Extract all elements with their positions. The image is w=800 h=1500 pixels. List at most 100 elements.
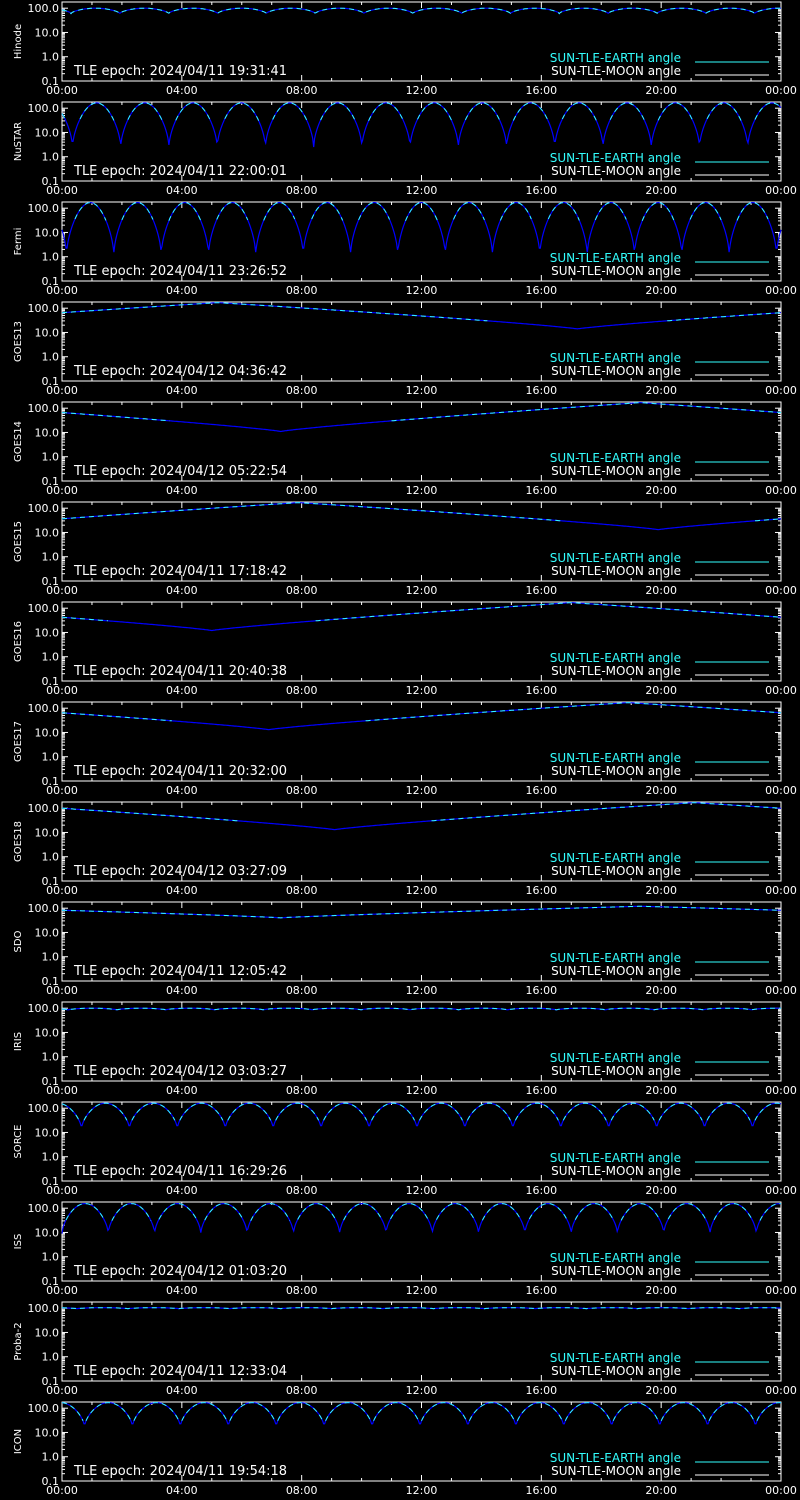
- x-tick-label: 08:00: [286, 584, 318, 597]
- x-tick-label: 16:00: [525, 184, 557, 197]
- panel-goes18: 100.010.01.00.100:00 04:00 08:00 12:00 16:00…: [13, 801, 797, 897]
- x-tick-label: 00:00: [46, 584, 78, 597]
- x-tick-label: 12:00: [406, 784, 438, 797]
- sun-tle-earth-segment: [61, 7, 781, 15]
- x-tick-label: 00:00: [46, 684, 78, 697]
- y-tick-label: 10.0: [35, 1326, 60, 1339]
- x-tick-label: 20:00: [645, 284, 677, 297]
- x-tick-label: 12:00: [406, 184, 438, 197]
- legend-earth-label: SUN-TLE-EARTH angle: [550, 651, 681, 665]
- legend-moon-label: SUN-TLE-MOON angle: [551, 764, 681, 778]
- y-tick-label: 100.0: [28, 202, 60, 215]
- x-tick-label: 20:00: [645, 784, 677, 797]
- x-tick-label: 00:00: [765, 784, 797, 797]
- tle-epoch-label: TLE epoch: 2024/04/11 12:05:42: [73, 964, 287, 979]
- y-tick-label: 10.0: [35, 1226, 60, 1239]
- x-tick-label: 04:00: [166, 984, 198, 997]
- y-tick-label: 100.0: [28, 102, 60, 115]
- x-tick-label: 00:00: [46, 284, 78, 297]
- x-tick-label: 00:00: [765, 984, 797, 997]
- satellite-name: GOES18: [13, 821, 24, 862]
- satellite-name: ICON: [13, 1429, 24, 1454]
- y-tick-label: 1.0: [42, 1151, 60, 1164]
- x-tick-label: 12:00: [406, 584, 438, 597]
- tle-epoch-label: TLE epoch: 2024/04/11 12:33:04: [73, 1364, 287, 1379]
- x-tick-label: 12:00: [406, 284, 438, 297]
- y-tick-label: 100.0: [28, 902, 60, 915]
- satellite-name: SORCE: [13, 1125, 24, 1159]
- legend-earth-label: SUN-TLE-EARTH angle: [550, 251, 681, 265]
- y-tick-label: 10.0: [35, 1126, 60, 1139]
- x-tick-label: 00:00: [46, 1084, 78, 1097]
- panel-goes17: 100.010.01.00.100:00 04:00 08:00 12:00 16:00…: [13, 701, 797, 797]
- tle-epoch-label: TLE epoch: 2024/04/12 03:03:27: [73, 1064, 287, 1079]
- x-tick-label: 20:00: [645, 1184, 677, 1197]
- x-tick-label: 00:00: [765, 1184, 797, 1197]
- y-tick-label: 100.0: [28, 2, 60, 15]
- satellite-name: Fermi: [13, 228, 24, 256]
- x-tick-label: 20:00: [645, 84, 677, 97]
- x-tick-label: 16:00: [525, 1184, 557, 1197]
- x-tick-label: 00:00: [46, 384, 78, 397]
- x-tick-label: 12:00: [406, 484, 438, 497]
- x-tick-label: 08:00: [286, 284, 318, 297]
- tle-epoch-label: TLE epoch: 2024/04/12 03:27:09: [73, 864, 287, 879]
- legend-earth-label: SUN-TLE-EARTH angle: [550, 851, 681, 865]
- sun-tle-earth-segment: [61, 102, 782, 122]
- tle-epoch-label: TLE epoch: 2024/04/11 20:40:38: [73, 664, 287, 679]
- legend-moon-label: SUN-TLE-MOON angle: [551, 1164, 681, 1178]
- y-tick-label: 100.0: [28, 1402, 60, 1415]
- x-tick-label: 04:00: [166, 184, 198, 197]
- x-tick-label: 20:00: [645, 384, 677, 397]
- y-tick-label: 1.0: [42, 1351, 60, 1364]
- x-tick-label: 16:00: [525, 1284, 557, 1297]
- x-tick-label: 00:00: [46, 1384, 78, 1397]
- satellite-name: Proba-2: [13, 1322, 24, 1360]
- satellite-name: IRIS: [13, 1032, 24, 1051]
- legend-earth-label: SUN-TLE-EARTH angle: [550, 1251, 681, 1265]
- legend-moon-label: SUN-TLE-MOON angle: [551, 364, 681, 378]
- x-tick-label: 08:00: [286, 1084, 318, 1097]
- x-tick-label: 08:00: [286, 784, 318, 797]
- x-tick-label: 04:00: [166, 784, 198, 797]
- satellite-name: Hinode: [13, 24, 24, 59]
- x-tick-label: 00:00: [765, 684, 797, 697]
- x-tick-label: 00:00: [765, 584, 797, 597]
- legend-moon-label: SUN-TLE-MOON angle: [551, 164, 681, 178]
- x-tick-label: 12:00: [406, 384, 438, 397]
- legend-moon-label: SUN-TLE-MOON angle: [551, 264, 681, 278]
- y-tick-label: 10.0: [35, 526, 60, 539]
- legend-moon-label: SUN-TLE-MOON angle: [551, 1364, 681, 1378]
- panel-goes14: 100.010.01.00.100:00 04:00 08:00 12:00 16:00…: [13, 401, 797, 497]
- y-tick-label: 1.0: [42, 451, 60, 464]
- y-tick-label: 100.0: [28, 1102, 60, 1115]
- legend-earth-label: SUN-TLE-EARTH angle: [550, 1451, 681, 1465]
- sun-tle-angle-curve: [61, 102, 782, 148]
- tle-epoch-label: TLE epoch: 2024/04/11 16:29:26: [73, 1164, 287, 1179]
- x-tick-label: 00:00: [46, 484, 78, 497]
- y-tick-label: 1.0: [42, 1251, 60, 1264]
- legend-earth-label: SUN-TLE-EARTH angle: [550, 1351, 681, 1365]
- x-tick-label: 12:00: [406, 1384, 438, 1397]
- panel-proba-2: 100.010.01.00.100:00 04:00 08:00 12:00 16:00…: [13, 1301, 797, 1397]
- x-tick-label: 16:00: [525, 884, 557, 897]
- panel-iris: 100.010.01.00.100:00 04:00 08:00 12:00 16:00…: [13, 1001, 797, 1097]
- legend-earth-label: SUN-TLE-EARTH angle: [550, 1051, 681, 1065]
- y-tick-label: 10.0: [35, 1026, 60, 1039]
- y-tick-label: 0.1: [42, 1475, 60, 1488]
- x-tick-label: 08:00: [286, 984, 318, 997]
- y-tick-label: 100.0: [28, 402, 60, 415]
- x-tick-label: 16:00: [525, 1384, 557, 1397]
- x-tick-label: 00:00: [46, 1484, 78, 1497]
- x-tick-label: 04:00: [166, 1384, 198, 1397]
- y-tick-label: 100.0: [28, 1002, 60, 1015]
- x-tick-label: 00:00: [765, 884, 797, 897]
- satellite-name: ISS: [13, 1234, 24, 1250]
- sun-tle-earth-segment: [61, 1102, 782, 1121]
- sun-tle-earth-segment: [62, 905, 782, 919]
- x-tick-label: 00:00: [765, 84, 797, 97]
- legend-moon-label: SUN-TLE-MOON angle: [551, 1264, 681, 1278]
- panel-goes13: 100.010.01.00.100:00 04:00 08:00 12:00 16:00…: [13, 301, 797, 397]
- x-tick-label: 20:00: [645, 1284, 677, 1297]
